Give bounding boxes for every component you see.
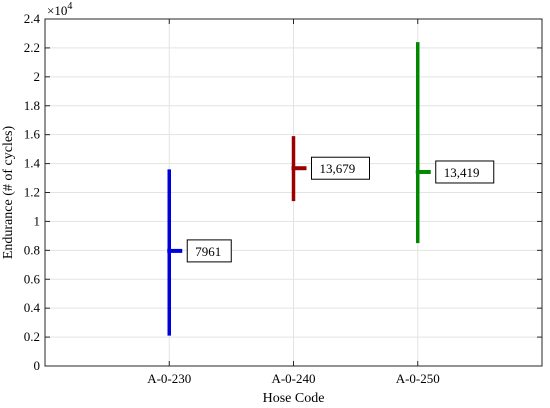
data-label-box [435, 160, 495, 184]
y-tick-label: 2 [34, 69, 41, 84]
x-axis-ticks: A-0-230 A-0-240 A-0-250 [147, 19, 440, 386]
y-tick-label: 1 [34, 213, 41, 228]
data-label: 7961 [195, 244, 221, 259]
y-tick-label: 1.8 [24, 98, 40, 113]
y-axis-ticks: 0 0.2 0.4 0.6 0.8 1 1.2 1.4 1.6 1.8 2 2.2 2.4 [24, 11, 542, 373]
y-tick-label: 2.2 [24, 40, 40, 55]
data-label: 13,419 [444, 165, 480, 180]
y-tick-label: 0.8 [24, 242, 40, 257]
x-axis-title: Hose Code [263, 391, 325, 406]
y-tick-label: 1.6 [24, 127, 41, 142]
x-tick-label: A-0-230 [147, 371, 191, 386]
y-tick-label: 1.2 [24, 185, 40, 200]
y-axis-multiplier: ×104 [47, 1, 72, 18]
y-tick-label: 0.2 [24, 329, 40, 344]
data-label-box [186, 239, 232, 263]
y-tick-label: 0.4 [24, 300, 41, 315]
error-bars [167, 42, 431, 336]
x-tick-label: A-0-240 [271, 371, 315, 386]
y-tick-label: 1.4 [24, 156, 41, 171]
y-tick-label: 0.6 [24, 271, 41, 286]
y-tick-label: 0 [34, 358, 41, 373]
data-labels: 7961 13,679 13,419 [186, 156, 495, 263]
data-label: 13,679 [320, 161, 356, 176]
y-axis-title: Endurance (# of cycles) [1, 126, 16, 260]
data-label-box [311, 156, 370, 180]
x-tick-label: A-0-250 [396, 371, 440, 386]
y-tick-label: 2.4 [24, 11, 41, 26]
